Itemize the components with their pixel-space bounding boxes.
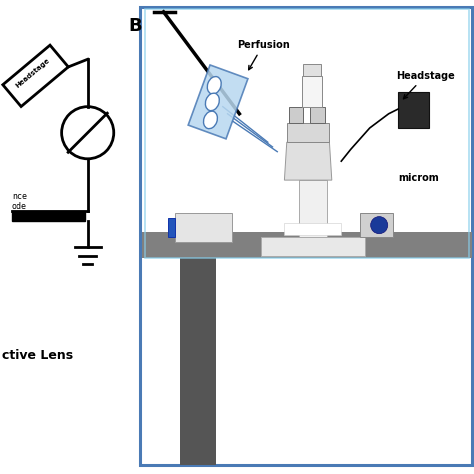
Bar <box>303 64 321 76</box>
Text: microm: microm <box>398 173 439 183</box>
Bar <box>145 9 469 258</box>
Bar <box>398 92 429 128</box>
Bar <box>360 213 393 237</box>
Bar <box>289 107 303 123</box>
Text: nce: nce <box>12 192 27 201</box>
Bar <box>12 211 85 221</box>
Bar <box>284 223 341 235</box>
Circle shape <box>371 217 388 234</box>
Text: ctive Lens: ctive Lens <box>2 349 73 362</box>
Ellipse shape <box>203 111 218 128</box>
Ellipse shape <box>205 93 219 110</box>
Bar <box>168 218 175 237</box>
Bar <box>175 213 232 242</box>
Polygon shape <box>284 142 332 180</box>
Bar <box>180 258 216 465</box>
Text: Perfusion: Perfusion <box>237 40 290 70</box>
Bar <box>287 123 329 142</box>
Bar <box>142 232 472 258</box>
Text: B: B <box>128 17 142 35</box>
Ellipse shape <box>207 77 221 94</box>
Text: Headstage: Headstage <box>15 57 51 90</box>
Bar <box>261 237 365 256</box>
Bar <box>299 180 327 237</box>
Text: ode: ode <box>12 202 27 210</box>
Text: Headstage: Headstage <box>396 71 455 99</box>
Bar <box>302 76 322 107</box>
Polygon shape <box>188 65 248 139</box>
Bar <box>140 7 472 465</box>
Bar <box>310 107 325 123</box>
